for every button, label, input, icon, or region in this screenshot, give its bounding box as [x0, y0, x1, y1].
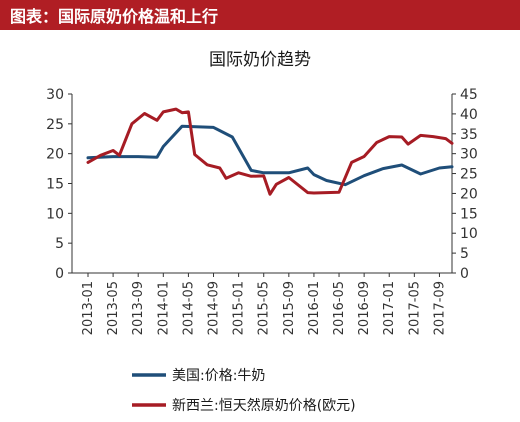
x-tick-label: 2014-05	[181, 281, 196, 335]
right-y-tick-label: 45	[460, 87, 478, 103]
series-line-nz-fonterra-price	[86, 107, 454, 196]
x-tick-label: 2015-09	[282, 281, 297, 335]
legend-label-nz: 新西兰:恒天然原奶价格(欧元)	[172, 397, 356, 414]
right-y-tick-label: 0	[460, 266, 469, 282]
x-tick-label: 2015-01	[232, 281, 247, 335]
x-tick-label: 2016-05	[332, 281, 347, 335]
series-line-us-milk-price	[86, 124, 454, 187]
x-tick-label: 2014-09	[207, 281, 222, 335]
banner-title: 图表：国际原奶价格温和上行	[0, 0, 520, 30]
right-y-tick-label: 10	[460, 226, 478, 242]
axes: 0 5 10 15 20 25 30 0 5 10 15 20 25 30 35 40 45 2013-01 201…	[46, 87, 478, 335]
x-tick-label: 2014-01	[156, 281, 171, 335]
right-y-tick-label: 25	[460, 167, 478, 183]
left-y-tick-label: 25	[46, 117, 64, 133]
left-y-tick-label: 15	[46, 177, 64, 193]
x-tick-label: 2016-01	[307, 281, 322, 335]
x-tick-label: 2015-05	[257, 281, 272, 335]
x-tick-label: 2017-09	[432, 281, 447, 335]
x-tick-label: 2017-01	[382, 281, 397, 335]
x-tick-label: 2016-09	[357, 281, 372, 335]
left-y-tick-label: 5	[55, 236, 64, 252]
x-tick-label: 2013-01	[81, 281, 96, 335]
legend-label-us: 美国:价格:牛奶	[172, 368, 265, 384]
line-chart: 国际奶价趋势 0 5 10 15 20 25 30 0 5 10 15 20 25 30 35 40 45 201…	[46, 50, 478, 414]
chart-title: 国际奶价趋势	[209, 50, 311, 70]
x-tick-label: 2017-05	[407, 281, 422, 335]
left-y-tick-label: 0	[55, 266, 64, 282]
right-y-tick-label: 30	[460, 147, 478, 163]
left-y-tick-label: 10	[46, 206, 64, 222]
right-y-tick-label: 40	[460, 107, 478, 123]
right-y-tick-label: 5	[460, 246, 469, 262]
right-y-tick-label: 15	[460, 206, 478, 222]
x-tick-label: 2013-05	[106, 281, 121, 335]
right-y-tick-label: 35	[460, 127, 478, 143]
left-y-tick-label: 20	[46, 147, 64, 163]
right-y-tick-label: 20	[460, 186, 478, 202]
left-y-tick-label: 30	[46, 87, 64, 103]
x-tick-label: 2013-09	[131, 281, 146, 335]
series-lines	[86, 107, 454, 196]
